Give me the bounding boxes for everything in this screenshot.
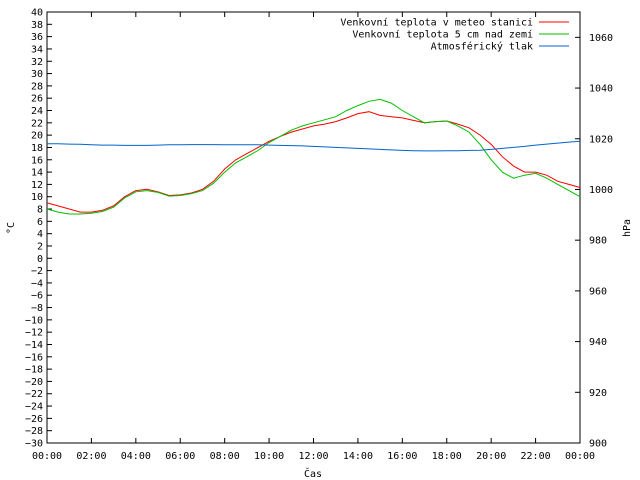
y-left-tick-label: 18	[31, 143, 43, 154]
y-right-tick-label: 1020	[589, 134, 613, 145]
y-left-tick-label: 24	[31, 106, 43, 117]
y-left-tick-label: −12	[25, 328, 43, 339]
legend-label-3: Atmosférický tlak	[431, 41, 533, 53]
legend: Venkovní teplota v meteo staniciVenkovní…	[340, 17, 569, 53]
y-left-tick-label: 14	[31, 168, 43, 179]
y-left-tick-label: −22	[25, 389, 43, 400]
y-left-tick-label: −20	[25, 377, 43, 388]
axes	[46, 11, 581, 444]
y-left-tick-label: 16	[31, 155, 43, 166]
y-left-tick-label: −16	[25, 352, 43, 363]
y-left-tick-label: 28	[31, 81, 43, 92]
y-left-tick-label: −10	[25, 315, 43, 326]
x-ticks: 00:00 02:00 04:00 06:00 08:00 10:00 12:00 14:00…	[32, 12, 595, 462]
y-left-tick-label: −6	[31, 291, 43, 302]
y-left-tick-label: −2	[31, 266, 43, 277]
y-left-tick-label: 10	[31, 192, 43, 203]
y-left-tick-label: −8	[31, 303, 43, 314]
y-left-tick-label: −30	[25, 439, 43, 450]
x-tick-label: 16:00	[387, 451, 417, 462]
y-left-tick-label: 34	[31, 44, 43, 55]
y-left-tick-label: 2	[37, 241, 43, 252]
series-line-2	[46, 98, 581, 215]
x-tick-label: 00:00	[565, 451, 595, 462]
y-right-tick-label: 960	[589, 286, 607, 297]
y-left-axis-title: °C	[6, 222, 17, 234]
y-left-tick-label: 8	[37, 205, 43, 216]
y-left-tick-label: 6	[37, 217, 43, 228]
y-left-tick-label: 30	[31, 69, 43, 80]
y-left-tick-label: −4	[31, 278, 43, 289]
y-left-tick-label: 4	[37, 229, 43, 240]
x-axis-title: Čas	[304, 467, 322, 480]
y-right-axis-title: hPa	[622, 219, 633, 237]
x-tick-label: 04:00	[121, 451, 151, 462]
y-left-tick-label: −18	[25, 365, 43, 376]
y-left-tick-label: 40	[31, 8, 43, 19]
series-line-1	[46, 111, 581, 213]
legend-label-2: Venkovní teplota 5 cm nad zemí	[352, 29, 533, 41]
x-tick-label: 14:00	[343, 451, 373, 462]
series-group	[46, 98, 581, 215]
y-left-tick-label: 26	[31, 94, 43, 105]
y-right-tick-label: 940	[589, 337, 607, 348]
series-line-3	[47, 140, 581, 152]
y-right-tick-label: 900	[589, 439, 607, 450]
y-left-tick-label: 12	[31, 180, 43, 191]
y-left-tick-label: 0	[37, 254, 43, 265]
y-left-ticks: −30−28−26−24−22−20−18−16−14−12−10−8−6−4−…	[25, 8, 52, 450]
y-left-tick-label: 20	[31, 131, 43, 142]
y-right-tick-label: 1040	[589, 84, 613, 95]
y-left-tick-label: −26	[25, 414, 43, 425]
y-right-tick-label: 1060	[589, 33, 613, 44]
y-left-tick-label: −28	[25, 426, 43, 437]
y-left-tick-label: −24	[25, 402, 43, 413]
legend-label-1: Venkovní teplota v meteo stanici	[340, 17, 533, 29]
plot-frame	[46, 11, 581, 444]
y-right-tick-label: 1000	[589, 185, 613, 196]
y-left-tick-label: 38	[31, 20, 43, 31]
y-right-tick-label: 920	[589, 388, 607, 399]
x-tick-label: 20:00	[476, 451, 506, 462]
x-tick-label: 06:00	[165, 451, 195, 462]
y-right-tick-label: 980	[589, 236, 607, 247]
x-tick-label: 02:00	[76, 451, 106, 462]
y-left-tick-label: 22	[31, 118, 43, 129]
x-tick-label: 18:00	[432, 451, 462, 462]
x-tick-label: 10:00	[254, 451, 284, 462]
y-left-tick-label: 32	[31, 57, 43, 68]
x-tick-label: 00:00	[32, 451, 62, 462]
x-tick-label: 22:00	[521, 451, 551, 462]
x-tick-label: 12:00	[298, 451, 328, 462]
y-left-tick-label: −14	[25, 340, 43, 351]
y-right-ticks: 900 920 940 960 980 1000 1020 1040 1060	[575, 33, 613, 450]
y-left-tick-label: 36	[31, 32, 43, 43]
x-tick-label: 08:00	[210, 451, 240, 462]
